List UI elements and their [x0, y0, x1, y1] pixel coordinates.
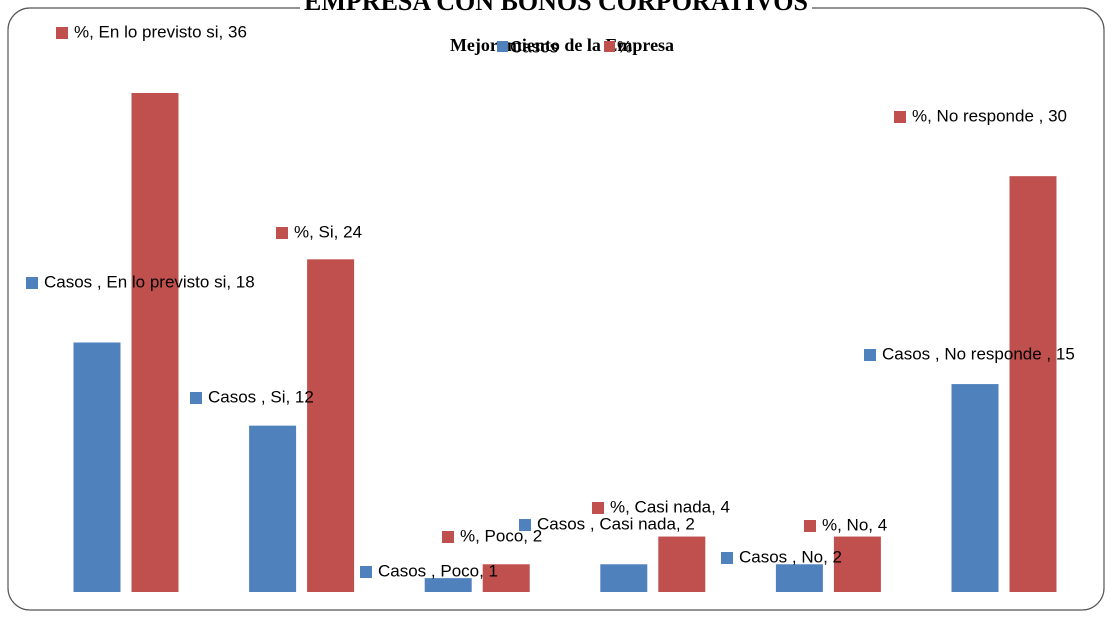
- data-label: Casos , No responde , 15: [882, 344, 1075, 363]
- bar: [249, 425, 297, 592]
- data-label: %, Si, 24: [294, 222, 362, 241]
- legend-swatch: [604, 41, 615, 52]
- legend-label: Casos: [510, 37, 558, 56]
- data-label: Casos , En lo previsto si, 18: [44, 272, 255, 291]
- bar: [833, 536, 881, 592]
- data-label: Casos , Poco, 1: [378, 561, 498, 580]
- legend-label: %: [617, 37, 632, 56]
- label-marker: [519, 519, 531, 531]
- chart-subtitle: Mejoramiento de la Empresa: [450, 35, 674, 55]
- label-marker: [592, 502, 604, 514]
- label-marker: [26, 277, 38, 289]
- bar: [600, 564, 648, 592]
- label-marker: [442, 531, 454, 543]
- label-marker: [276, 227, 288, 239]
- label-marker: [56, 27, 68, 39]
- data-label: %, Poco, 2: [460, 526, 542, 545]
- label-marker: [864, 349, 876, 361]
- bar: [951, 384, 999, 592]
- data-label: Casos , Casi nada, 2: [537, 514, 695, 533]
- bar: [424, 578, 472, 592]
- title-backdrop: [300, 0, 812, 10]
- legend-swatch: [497, 41, 508, 52]
- data-label: %, En lo previsto si, 36: [74, 22, 247, 41]
- bar: [775, 564, 823, 592]
- data-label: %, No responde , 30: [912, 106, 1067, 125]
- data-label: %, Casi nada, 4: [610, 497, 730, 516]
- chart-title: EMPRESA CON BONOS CORPORATIVOS: [304, 0, 808, 16]
- label-marker: [721, 552, 733, 564]
- label-marker: [804, 520, 816, 532]
- data-label: %, No, 4: [822, 515, 887, 534]
- label-marker: [894, 111, 906, 123]
- bar: [131, 93, 179, 592]
- data-label: Casos , Si, 12: [208, 387, 314, 406]
- bar: [1009, 176, 1057, 592]
- bar: [482, 564, 530, 592]
- bar: [73, 342, 121, 592]
- bar: [307, 259, 355, 592]
- label-marker: [190, 392, 202, 404]
- label-marker: [360, 566, 372, 578]
- bar: [658, 536, 706, 592]
- data-label: Casos , No, 2: [739, 547, 842, 566]
